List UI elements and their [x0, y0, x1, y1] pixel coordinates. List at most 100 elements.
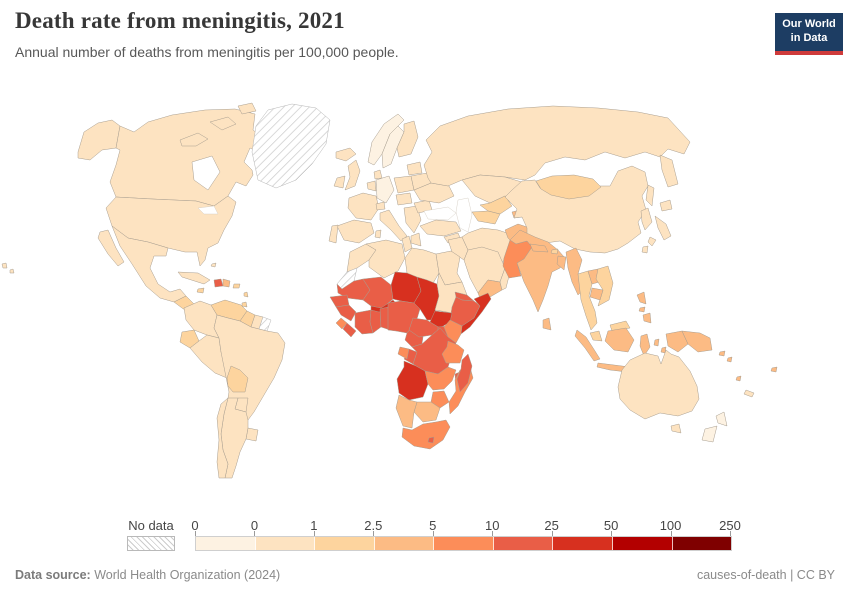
country-papua-new-guinea[interactable] — [681, 330, 713, 353]
country-hawaii[interactable] — [1, 262, 8, 269]
country-benelux[interactable] — [366, 180, 377, 192]
country-philippines[interactable] — [642, 312, 652, 324]
country-finland[interactable] — [396, 120, 419, 158]
country-namibia[interactable] — [395, 394, 418, 429]
country-australia-tasmania[interactable] — [670, 423, 682, 434]
country-usa[interactable] — [105, 195, 237, 267]
country-new-zealand[interactable] — [715, 411, 728, 427]
country-russia-sakhalin[interactable] — [645, 184, 655, 207]
legend-bin-25-50[interactable] — [553, 537, 613, 550]
country-norway[interactable] — [367, 113, 405, 166]
country-gabon[interactable] — [397, 346, 410, 360]
country-vanuatu[interactable] — [735, 375, 742, 382]
country-vietnam[interactable] — [595, 265, 614, 307]
country-united-kingdom[interactable] — [344, 159, 361, 191]
country-madagascar[interactable] — [456, 353, 473, 393]
country-lesser-antilles[interactable] — [243, 291, 249, 298]
country-canada-arctic[interactable] — [179, 132, 209, 147]
country-new-zealand[interactable] — [701, 425, 718, 443]
country-alaska[interactable] — [77, 119, 121, 161]
country-puerto-rico[interactable] — [232, 283, 241, 289]
country-haiti[interactable] — [213, 278, 224, 288]
country-fiji[interactable] — [770, 366, 778, 373]
legend-bin-5-10[interactable] — [434, 537, 494, 550]
legend-bin-0-1[interactable] — [255, 537, 316, 550]
country-japan[interactable] — [647, 236, 657, 247]
country-bhutan[interactable] — [550, 248, 559, 255]
country-portugal[interactable] — [328, 224, 339, 244]
country-somalia[interactable] — [460, 292, 492, 335]
country-korea[interactable] — [640, 207, 653, 231]
country-italy-sardinia[interactable] — [374, 229, 382, 239]
country-iceland[interactable] — [335, 147, 357, 162]
legend-bin-1-2.5[interactable] — [315, 537, 375, 550]
country-greenland[interactable] — [251, 103, 331, 189]
country-cuba[interactable] — [177, 271, 211, 285]
country-indonesia-sulawesi[interactable] — [639, 333, 651, 357]
country-switzerland[interactable] — [375, 201, 386, 211]
country-hawaii[interactable] — [9, 268, 15, 274]
country-dominican-republic[interactable] — [222, 278, 231, 288]
legend-bin-10-25[interactable] — [493, 537, 554, 550]
country-denmark[interactable] — [373, 169, 383, 180]
country-solomon-islands[interactable] — [726, 356, 733, 363]
country-france[interactable] — [347, 192, 380, 221]
country-turkey[interactable] — [419, 219, 462, 237]
country-central-europe[interactable] — [395, 192, 413, 206]
country-russia[interactable] — [423, 105, 691, 187]
country-south-africa[interactable] — [401, 419, 451, 450]
country-philippines[interactable] — [636, 291, 647, 305]
country-greece[interactable] — [410, 232, 422, 247]
country-italy[interactable] — [379, 209, 408, 242]
country-taiwan[interactable] — [641, 245, 649, 254]
country-japan[interactable] — [659, 199, 673, 212]
country-indonesia-sumatra[interactable] — [574, 329, 601, 362]
country-lesser-antilles[interactable] — [241, 301, 248, 308]
country-tunisia[interactable] — [401, 235, 413, 253]
country-angola[interactable] — [396, 360, 429, 401]
country-new-caledonia[interactable] — [743, 389, 755, 398]
country-chile[interactable] — [216, 397, 229, 479]
country-turkmenistan[interactable] — [471, 210, 501, 225]
country-mexico[interactable] — [111, 225, 187, 303]
country-baltics[interactable] — [406, 161, 423, 176]
country-balkans[interactable] — [403, 205, 422, 234]
country-mexico-baja[interactable] — [97, 229, 125, 267]
country-japan[interactable] — [654, 215, 672, 241]
country-germany[interactable] — [375, 175, 395, 204]
country-canada[interactable] — [109, 108, 263, 207]
country-liberia[interactable] — [342, 322, 357, 338]
country-sierra-leone[interactable] — [335, 317, 348, 330]
legend-bin-100-250[interactable] — [672, 537, 732, 550]
no-data-swatch[interactable] — [127, 536, 175, 551]
country-ethiopia[interactable] — [449, 296, 481, 327]
country-philippines[interactable] — [638, 306, 646, 313]
country-tanzania[interactable] — [441, 340, 465, 364]
country-zambia[interactable] — [424, 366, 457, 391]
country-canada-arctic[interactable] — [209, 116, 237, 131]
country-bangladesh[interactable] — [556, 255, 567, 271]
country-poland[interactable] — [393, 175, 415, 194]
country-russia-kamchatka[interactable] — [659, 154, 679, 188]
country-jamaica[interactable] — [196, 287, 205, 294]
country-mongolia[interactable] — [535, 174, 602, 200]
legend-bin-0[interactable] — [196, 537, 256, 550]
country-zimbabwe[interactable] — [430, 390, 450, 409]
legend-bin-50-100[interactable] — [612, 537, 673, 550]
country-indonesia-borneo[interactable] — [604, 327, 635, 353]
country-cambodia[interactable] — [589, 287, 604, 301]
country-canada-arctic[interactable] — [237, 102, 257, 115]
country-bolivia[interactable] — [226, 365, 249, 393]
country-solomon-islands[interactable] — [718, 350, 726, 357]
country-spain[interactable] — [336, 219, 375, 244]
country-ireland[interactable] — [333, 175, 346, 189]
country-sri-lanka[interactable] — [542, 317, 552, 331]
country-guinea[interactable] — [335, 304, 357, 322]
country-bahamas[interactable] — [210, 262, 217, 268]
country-nepal[interactable] — [529, 243, 549, 253]
country-algeria[interactable] — [365, 239, 406, 279]
country-australia[interactable] — [617, 349, 700, 420]
country-malaysia[interactable] — [589, 330, 603, 342]
country-lesotho[interactable] — [427, 436, 435, 444]
legend-bin-2.5-5[interactable] — [374, 537, 435, 550]
